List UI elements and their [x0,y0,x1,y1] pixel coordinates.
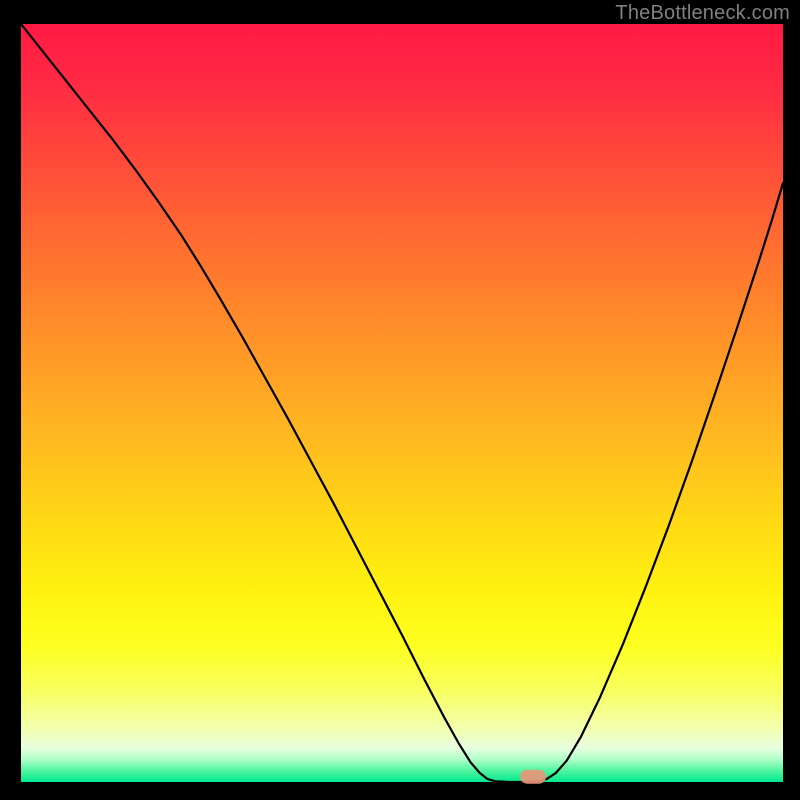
gradient-background [21,24,783,782]
optimal-marker [520,770,546,784]
chart-container: TheBottleneck.com [0,0,800,800]
chart-svg [0,0,800,800]
watermark-text: TheBottleneck.com [615,2,790,25]
